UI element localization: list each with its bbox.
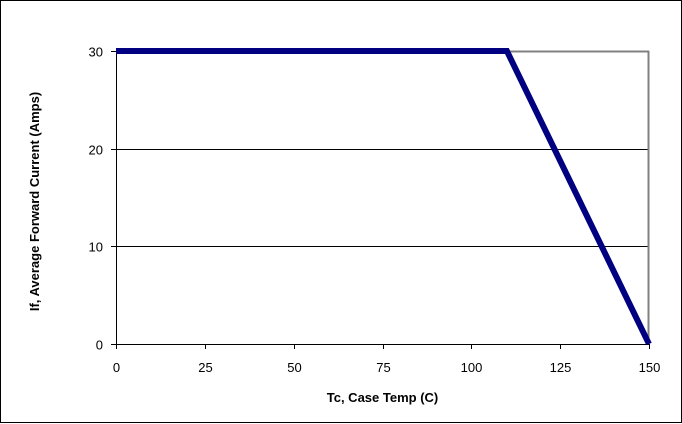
- y-tick-label-10: 10: [89, 240, 103, 255]
- y-tick-label-30: 30: [89, 45, 103, 60]
- y-tick-label-0: 0: [96, 338, 103, 353]
- x-tick-label-150: 150: [639, 360, 661, 375]
- x-tick-label-50: 50: [287, 360, 301, 375]
- series-line-0: [116, 48, 652, 346]
- x-tick-label-75: 75: [376, 360, 390, 375]
- y-tick-label-20: 20: [89, 143, 103, 158]
- gridlines: [116, 149, 649, 247]
- plot-area: [111, 50, 650, 349]
- x-tick-label-25: 25: [198, 360, 212, 375]
- series-layer: [116, 48, 652, 346]
- x-axis-ticks: 0 25 50 75 100 125 150: [113, 344, 660, 375]
- y-axis-ticks: 0 10 20 30: [89, 45, 116, 353]
- y-axis-title: If, Average Forward Current (Amps): [27, 92, 42, 311]
- x-tick-label-125: 125: [550, 360, 572, 375]
- x-axis-title: Tc, Case Temp (C): [327, 390, 438, 405]
- x-tick-label-0: 0: [113, 360, 120, 375]
- x-tick-label-100: 100: [461, 360, 483, 375]
